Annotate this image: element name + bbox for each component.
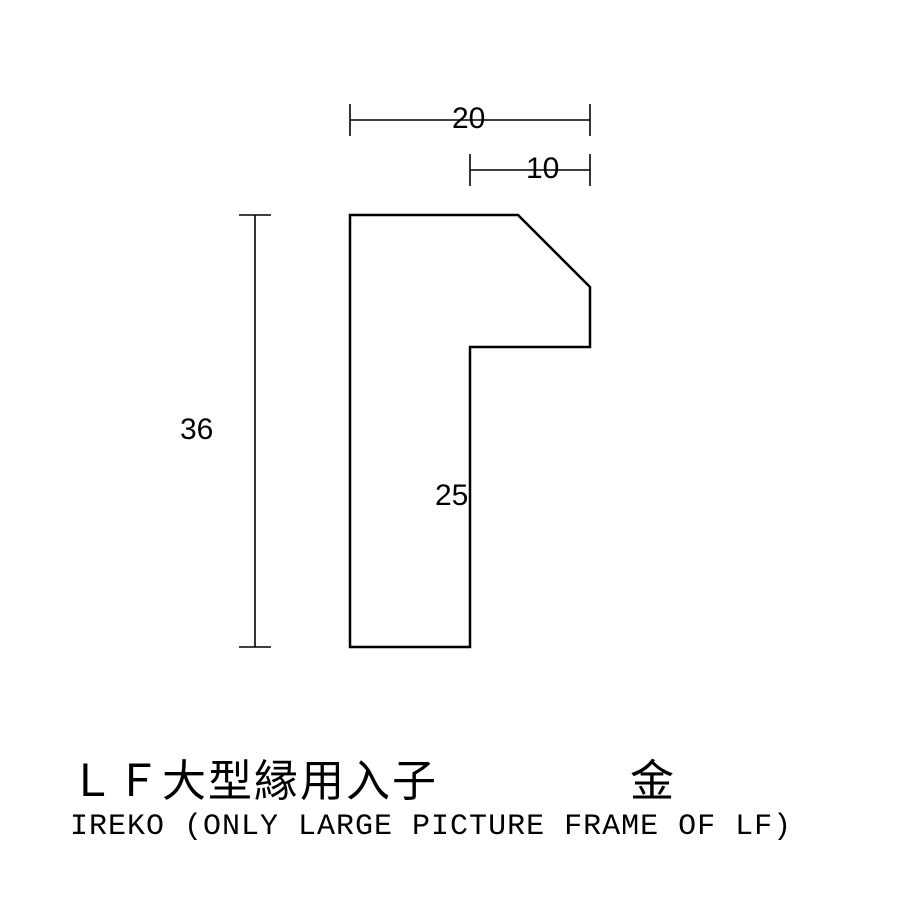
dim-label-height-25: 25 <box>435 479 468 513</box>
dim-label-width-10: 10 <box>526 152 559 186</box>
title-japanese-sub: 金 <box>630 745 676 809</box>
title-english: IREKO (ONLY LARGE PICTURE FRAME OF LF) <box>70 810 792 844</box>
diagram-stage: 20 10 36 25 ＬＦ大型縁用入子 金 IREKO (ONLY LARGE… <box>0 0 900 900</box>
title-japanese: ＬＦ大型縁用入子 <box>70 745 438 809</box>
dim-label-width-20: 20 <box>452 102 485 136</box>
dim-label-height-36: 36 <box>180 413 213 447</box>
